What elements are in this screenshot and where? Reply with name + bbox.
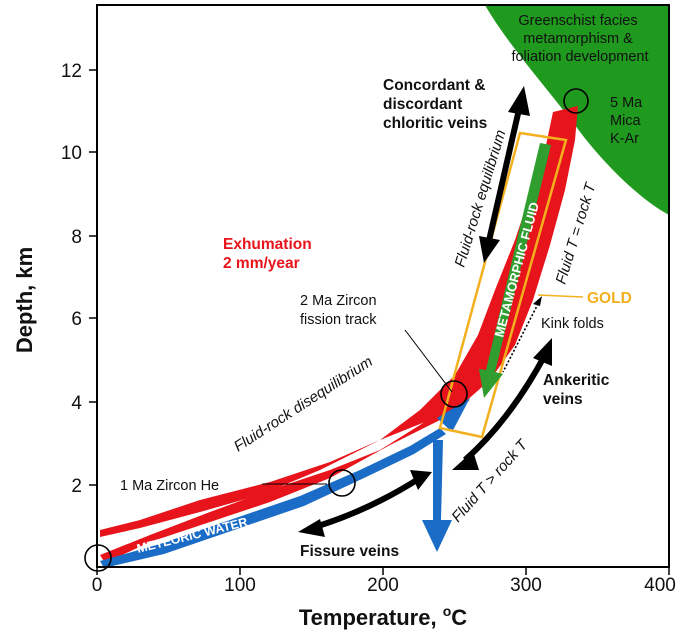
zircon-he-circle xyxy=(328,469,356,497)
y-tick-label: 10 xyxy=(61,143,82,164)
x-tick-label: 400 xyxy=(644,575,676,596)
zircon-he-label: 1 Ma Zircon He xyxy=(120,478,219,494)
x-axis-title: Temperature, oC xyxy=(299,603,467,630)
zircon-fission-track-label: 2 Ma Zircon fission track xyxy=(300,293,381,328)
concordant-veins-arrow xyxy=(479,86,530,263)
meteoric-water-arrowhead xyxy=(437,398,470,432)
gold-box xyxy=(438,131,568,439)
concordant-veins-label: Concordant & discordant chloritic veins xyxy=(383,77,490,132)
x-tick-label: 200 xyxy=(367,575,399,596)
y-tick-label: 4 xyxy=(71,393,82,414)
greenschist-label: Greenschist facies metamorphism & foliat… xyxy=(511,13,648,65)
zircon-ft-leader xyxy=(404,329,453,393)
x-tick-marks xyxy=(96,567,670,575)
ankeritic-veins-arrow xyxy=(452,338,552,470)
meteoric-water-band xyxy=(100,428,446,568)
metamorphic-fluid-arrow xyxy=(479,143,551,398)
y-tick-label: 8 xyxy=(71,227,82,248)
y-axis-title: Depth, km xyxy=(12,247,37,353)
fissure-veins-label: Fissure veins xyxy=(300,543,399,560)
zircon-ft-circle xyxy=(440,380,468,408)
x-tick-label: 0 xyxy=(92,575,103,596)
x-tick-label: 300 xyxy=(510,575,542,596)
y-tick-marks xyxy=(89,69,97,486)
fluid-rock-disequilibrium-label: Fluid-rock disequilibrium xyxy=(231,353,376,455)
fluid-t-gt-rock-t-label: Fluid T > rock T xyxy=(448,435,532,525)
mica-label: 5 Ma Mica K-Ar xyxy=(610,95,646,147)
blue-down-arrow xyxy=(422,440,452,552)
gold-label: GOLD xyxy=(587,290,632,307)
x-tick-label: 100 xyxy=(224,575,256,596)
gold-leader xyxy=(537,294,584,298)
ankeritic-veins-label: Ankeritic veins xyxy=(543,372,614,408)
y-tick-label: 6 xyxy=(71,309,82,330)
fissure-veins-arrow xyxy=(298,470,432,537)
exhumation-label: Exhumation 2 mm/year xyxy=(223,236,316,272)
exhumation-band-lower xyxy=(100,400,470,563)
kink-folds-label: Kink folds xyxy=(541,316,604,332)
kink-folds-dotted-arrow xyxy=(502,296,542,373)
mica-circle xyxy=(563,88,589,114)
y-tick-label: 12 xyxy=(61,61,82,82)
y-tick-label: 2 xyxy=(71,476,82,497)
